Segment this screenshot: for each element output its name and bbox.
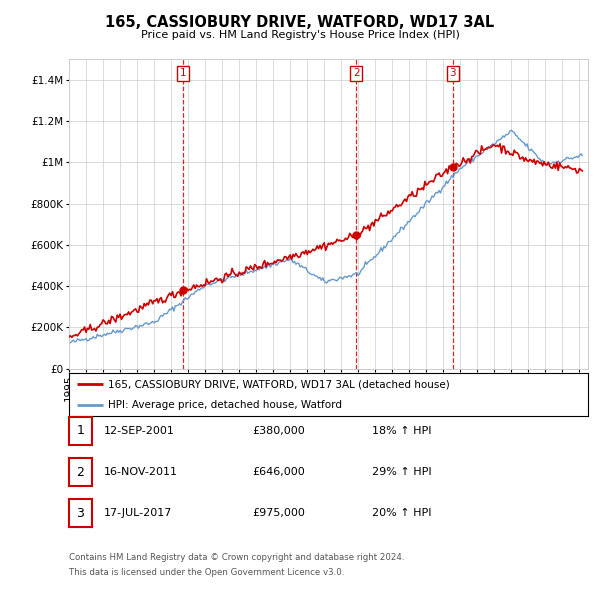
Text: 16-NOV-2011: 16-NOV-2011 (104, 467, 178, 477)
Text: 2: 2 (353, 68, 359, 78)
Text: 12-SEP-2001: 12-SEP-2001 (104, 426, 175, 435)
Text: 1: 1 (180, 68, 187, 78)
Text: 165, CASSIOBURY DRIVE, WATFORD, WD17 3AL (detached house): 165, CASSIOBURY DRIVE, WATFORD, WD17 3AL… (108, 379, 449, 389)
Text: £646,000: £646,000 (252, 467, 305, 477)
Text: £975,000: £975,000 (252, 509, 305, 518)
Text: £380,000: £380,000 (252, 426, 305, 435)
Text: 17-JUL-2017: 17-JUL-2017 (104, 509, 172, 518)
Text: 2: 2 (76, 466, 85, 478)
Text: 3: 3 (449, 68, 456, 78)
Text: 18% ↑ HPI: 18% ↑ HPI (372, 426, 431, 435)
Text: This data is licensed under the Open Government Licence v3.0.: This data is licensed under the Open Gov… (69, 568, 344, 577)
Text: 29% ↑ HPI: 29% ↑ HPI (372, 467, 431, 477)
Text: 3: 3 (76, 507, 85, 520)
Text: Price paid vs. HM Land Registry's House Price Index (HPI): Price paid vs. HM Land Registry's House … (140, 30, 460, 40)
Text: 1: 1 (76, 424, 85, 437)
Text: Contains HM Land Registry data © Crown copyright and database right 2024.: Contains HM Land Registry data © Crown c… (69, 553, 404, 562)
Text: HPI: Average price, detached house, Watford: HPI: Average price, detached house, Watf… (108, 401, 342, 410)
Text: 165, CASSIOBURY DRIVE, WATFORD, WD17 3AL: 165, CASSIOBURY DRIVE, WATFORD, WD17 3AL (106, 15, 494, 30)
Text: 20% ↑ HPI: 20% ↑ HPI (372, 509, 431, 518)
